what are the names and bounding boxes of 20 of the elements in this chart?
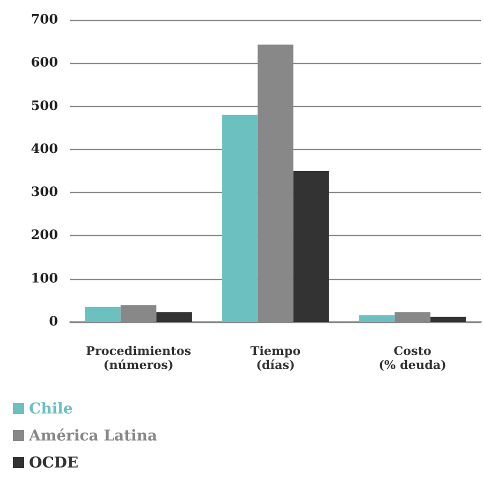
y-tick-label: 500 <box>30 98 58 114</box>
y-tick-label: 600 <box>30 56 58 71</box>
y-tick-label: 200 <box>30 228 58 244</box>
bar <box>430 316 466 322</box>
y-tick-label: 0 <box>48 314 58 330</box>
y-tick-label: 100 <box>30 271 58 286</box>
y-tick-label: 400 <box>30 142 58 157</box>
y-tick-label: 700 <box>30 12 58 28</box>
bar <box>222 114 258 322</box>
x-tick-label: Costo (% deuda) <box>378 344 446 372</box>
x-tick-label: Tiempo (días) <box>250 344 301 372</box>
bar <box>85 306 121 322</box>
y-tick-label: 300 <box>30 185 58 200</box>
bar <box>359 315 395 322</box>
legend-label: OCDE <box>29 454 78 472</box>
bar <box>156 312 192 322</box>
legend-label: Chile <box>29 400 73 418</box>
legend-label: América Latina <box>28 426 158 444</box>
x-tick-label: Procedimientos (números) <box>86 344 192 372</box>
bar <box>293 171 329 322</box>
